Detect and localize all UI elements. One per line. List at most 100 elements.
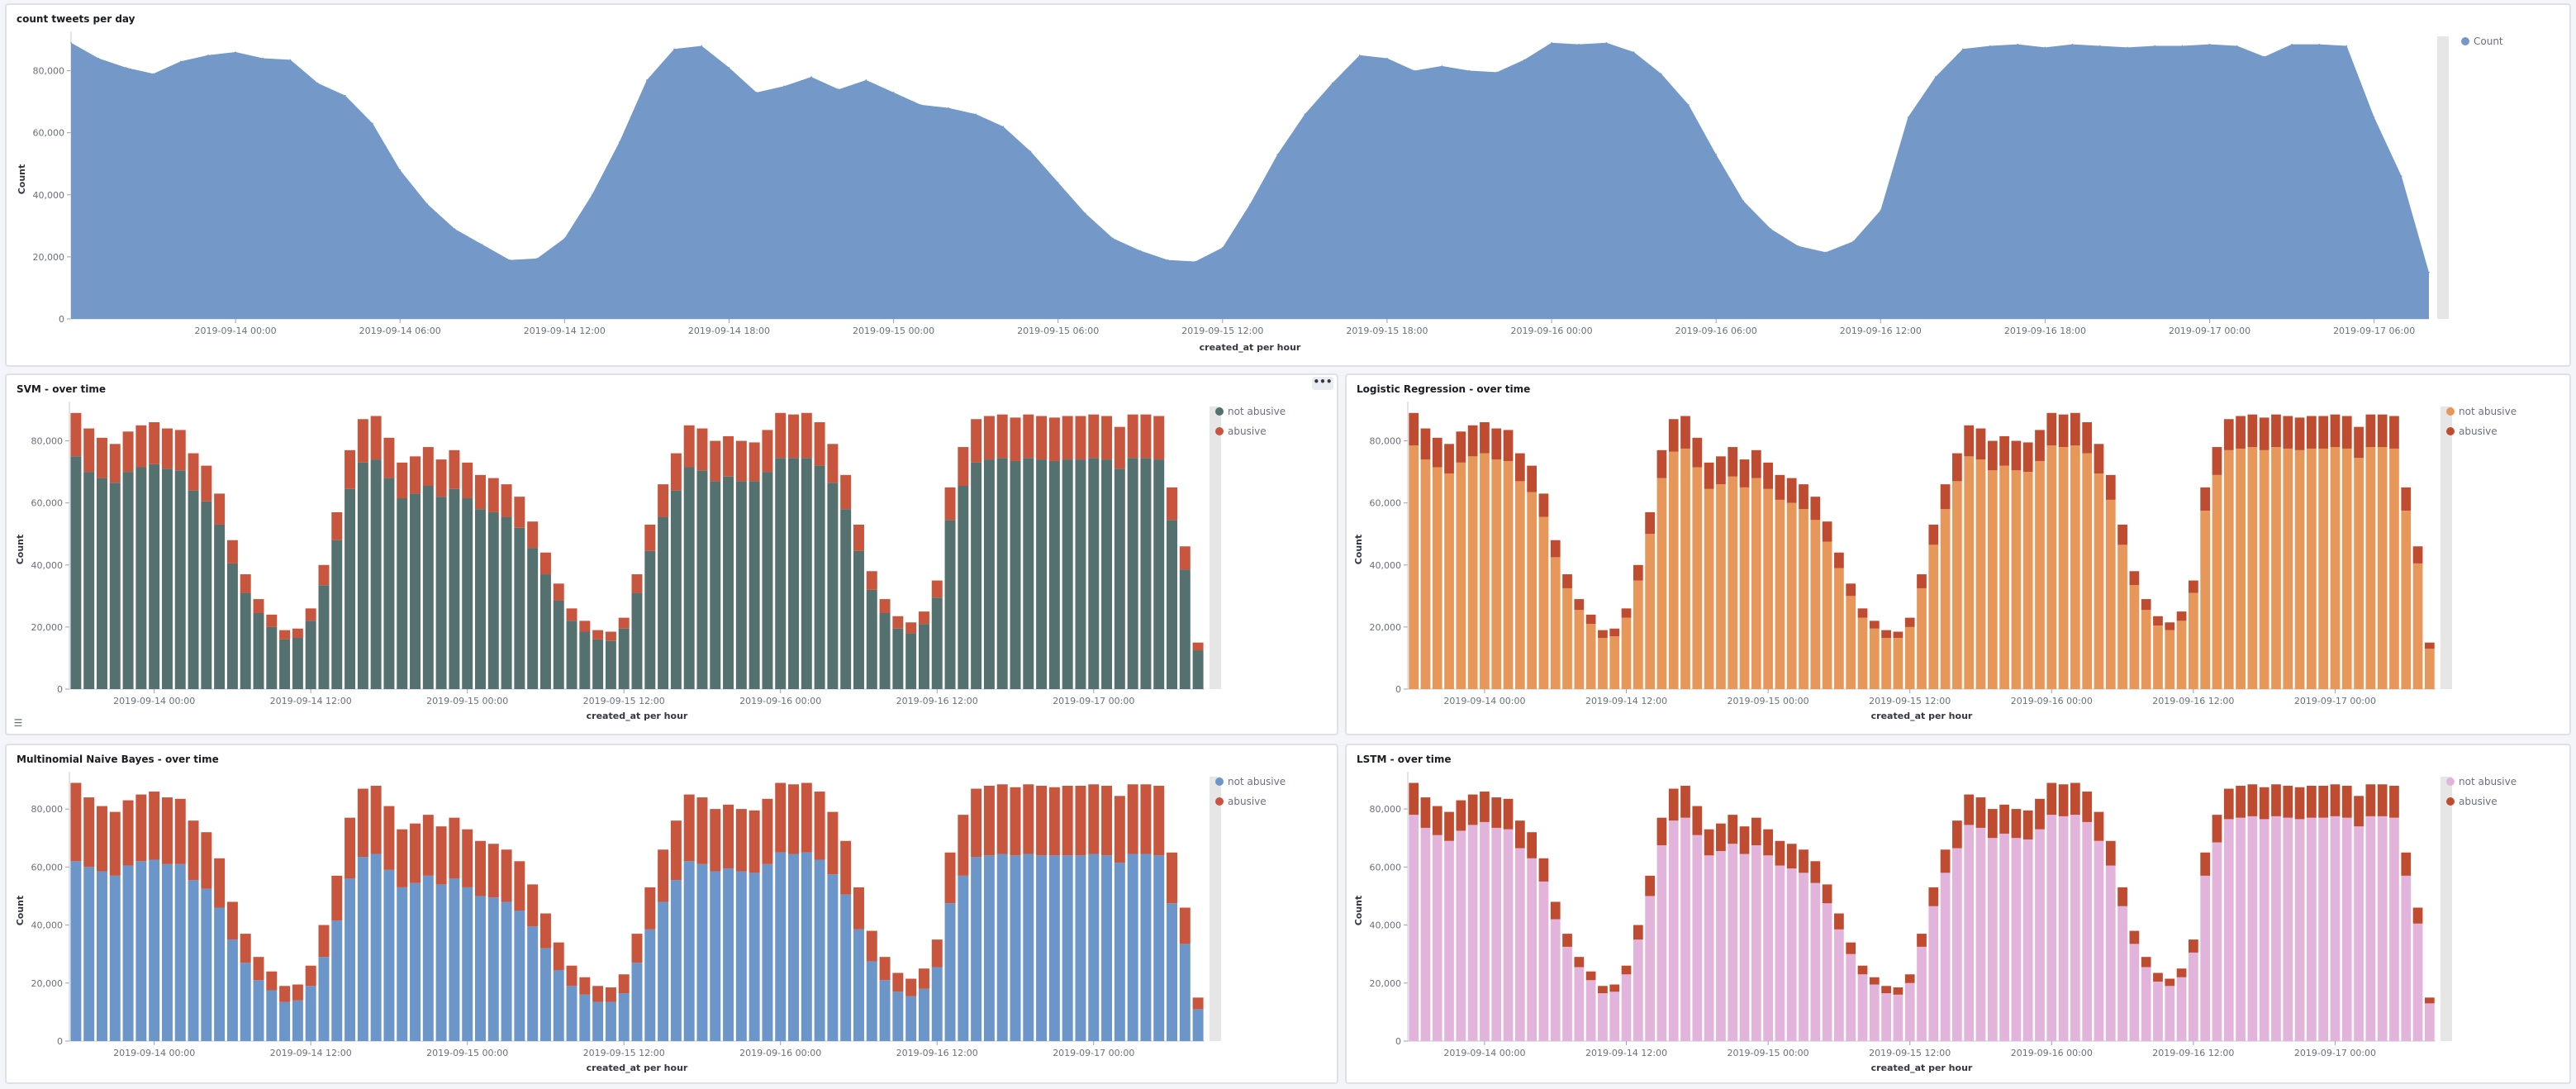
bar-abusive [226,901,238,940]
bar-not-abusive [2294,449,2305,689]
bar-not-abusive [2283,448,2293,689]
bar-not-abusive [918,624,929,689]
bar-abusive [1716,823,1726,852]
bar-abusive [2189,580,2198,593]
bar-abusive [1728,815,1738,844]
area-series-count [71,42,2429,319]
bar-abusive [422,815,434,876]
bar-not-abusive [487,511,499,689]
bar-not-abusive [435,497,447,689]
bar-abusive [1656,817,1667,845]
panel-logistic-regression: Logistic Regression - over time 0 20,000 4… [1345,373,2571,735]
bar-not-abusive [840,509,852,689]
bar-not-abusive [905,996,917,1041]
bar-not-abusive [97,871,107,1041]
bar-not-abusive [1822,903,1832,1041]
bar-not-abusive [2389,448,2399,689]
bar-not-abusive [1869,984,1880,1041]
bar-abusive [1728,447,1738,477]
bar-abusive [410,823,421,883]
area-point [1989,45,1991,47]
bar-not-abusive [2094,473,2104,689]
bar-abusive [1775,840,1785,866]
bar-not-abusive [1167,903,1177,1041]
bar-not-abusive [814,859,825,1041]
bar-abusive [1480,792,1490,822]
bar-not-abusive [1857,617,1868,689]
bar-not-abusive [670,880,682,1041]
area-point [1468,69,1471,72]
bar-not-abusive [840,894,852,1041]
bar-not-abusive [683,861,695,1041]
mnb-bar-chart: 0 20,000 40,000 60,000 80,000 Count 2019-09-14… [15,772,1286,1073]
bar-not-abusive [1964,456,1975,689]
bar-abusive [2129,571,2140,586]
bar-not-abusive [1127,458,1138,689]
area-point [179,60,182,63]
bar-not-abusive [279,639,291,689]
bar-abusive [2022,810,2033,839]
area-point [755,92,758,93]
bar-not-abusive [1432,467,1442,689]
bar-not-abusive [1645,534,1655,689]
bar-abusive [70,412,82,457]
bar-not-abusive [2259,449,2269,689]
bar-abusive [1786,844,1797,869]
y-tick-label: 80,000 [33,66,65,77]
bar-not-abusive [2141,967,2151,1041]
bar-not-abusive [345,878,356,1041]
bar-abusive [1420,428,1431,460]
bar-not-abusive [1656,845,1667,1041]
bar-not-abusive [696,863,708,1041]
bar-not-abusive [1538,881,1549,1041]
bar-not-abusive [827,874,839,1041]
area-point [1276,154,1278,155]
bar-abusive [1127,784,1138,854]
bar-not-abusive [1114,468,1125,689]
bar-not-abusive [1810,882,1821,1041]
bar-not-abusive [2176,621,2187,689]
legend-toggle-icon[interactable]: ☰ [13,717,23,729]
bar-not-abusive [2341,448,2352,689]
bar-abusive [2022,442,2033,473]
x-tick-label: 2019-09-14 12:00 [524,326,606,336]
bar-abusive [1822,521,1832,542]
bar-abusive [201,465,212,502]
bar-abusive [788,414,799,459]
area-point [2181,45,2184,47]
legend-label: abusive [1228,796,1267,807]
area-point [70,41,72,44]
bar-abusive [1917,934,1927,947]
bar-abusive [931,580,943,598]
panel-options-button[interactable]: ••• [1312,377,1333,390]
bar-not-abusive [944,520,956,689]
bar-abusive [331,875,343,921]
bar-abusive [2401,852,2412,876]
y-tick-label: 0 [57,1036,63,1047]
bar-abusive [853,524,864,551]
bar-not-abusive [383,869,395,1041]
bar-abusive [983,786,995,856]
bar-abusive [1409,412,1419,446]
bar-abusive [2200,487,2211,511]
bar-not-abusive [579,631,591,689]
bar-abusive [918,968,929,989]
bar-abusive [149,792,160,860]
bar-not-abusive [1893,994,1903,1041]
y-tick-label: 0 [59,314,64,325]
bar-abusive [996,414,1008,459]
bar-not-abusive [996,458,1008,689]
bar-abusive [1598,986,1608,994]
bar-not-abusive [1192,650,1204,689]
bar-not-abusive [2294,819,2305,1041]
bar-abusive [605,631,616,641]
x-axis-title: created_at per hour [587,711,688,721]
bar-abusive [1409,782,1419,816]
y-tick-label: 60,000 [1370,498,1402,509]
area-point [1688,104,1690,106]
bar-abusive [1167,852,1177,904]
bar-not-abusive [1999,833,2009,1041]
bar-not-abusive [292,638,303,689]
x-axis-title: created_at per hour [1871,711,1973,721]
area-point [838,88,840,90]
